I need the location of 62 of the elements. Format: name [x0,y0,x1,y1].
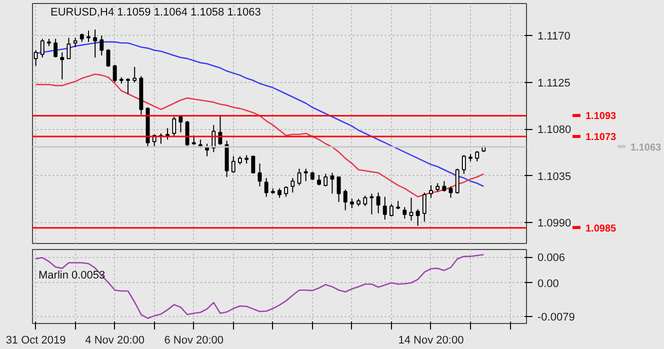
candlestick [231,156,236,174]
candlestick [350,198,354,209]
candlestick [218,115,222,146]
candlestick [264,178,268,198]
candlestick [126,78,130,94]
candlestick [324,173,328,187]
candlestick [60,52,64,80]
x-tick-label: 4 Nov 20:00 [85,334,144,346]
candlestick [376,192,380,214]
candlestick [34,50,38,66]
candlestick [455,168,460,194]
candlestick [462,154,466,174]
candlestick [112,64,117,83]
y-tick-label: 1.1080 [538,124,572,136]
candlestick [251,156,256,174]
candlestick [363,195,368,207]
candlestick [100,35,104,56]
candlestick [402,206,407,220]
y-tick-label: 1.1170 [538,30,570,43]
candlestick [66,37,71,60]
candlestick [73,37,78,48]
candlestick [448,186,453,198]
candlestick [304,168,308,182]
x-tick-label: 31 Oct 2019 [6,334,66,346]
candlestick [409,197,414,222]
candlestick [132,66,137,83]
y-tick-label: 1.0990 [538,218,572,230]
candlestick [317,174,321,186]
y-tick-label: 0.006 [538,252,566,264]
candlestick [429,184,433,198]
ref-line-label: 1.1073 [586,132,617,143]
candlestick [284,186,288,198]
candlestick [86,30,90,42]
candlestick [442,180,446,192]
y-tick-label: 1.1035 [538,170,572,183]
candlestick [40,38,44,58]
candlestick [54,38,58,58]
y-tick-label: -0.0079 [538,312,575,324]
candlestick [416,208,420,226]
ref-line-label: 1.0985 [586,223,617,234]
candlestick [336,176,341,202]
candlestick [422,192,426,222]
candlestick [290,178,295,194]
candlestick [382,196,387,220]
x-tick-label: 6 Nov 20:00 [164,334,224,346]
candlestick [475,150,480,162]
candlestick [178,115,183,133]
candlestick [330,172,334,194]
candlestick [389,204,394,217]
candlestick [278,188,282,198]
candlestick [370,193,374,215]
x-tick-label: 14 Nov 20:00 [398,334,464,346]
ref-line-label: 1.1063 [630,142,662,154]
line-series [35,254,484,320]
candlestick [93,28,98,58]
y-tick-label: 0.00 [538,278,559,290]
ref-line-label: 1.1093 [586,111,617,122]
candlestick [343,188,348,211]
candlestick [172,116,176,137]
chart-title: EURUSD,H4 1.1059 1.1064 1.1058 1.1063 [50,6,261,18]
y-tick-label: 1.1125 [538,77,570,90]
candlestick [185,120,190,146]
